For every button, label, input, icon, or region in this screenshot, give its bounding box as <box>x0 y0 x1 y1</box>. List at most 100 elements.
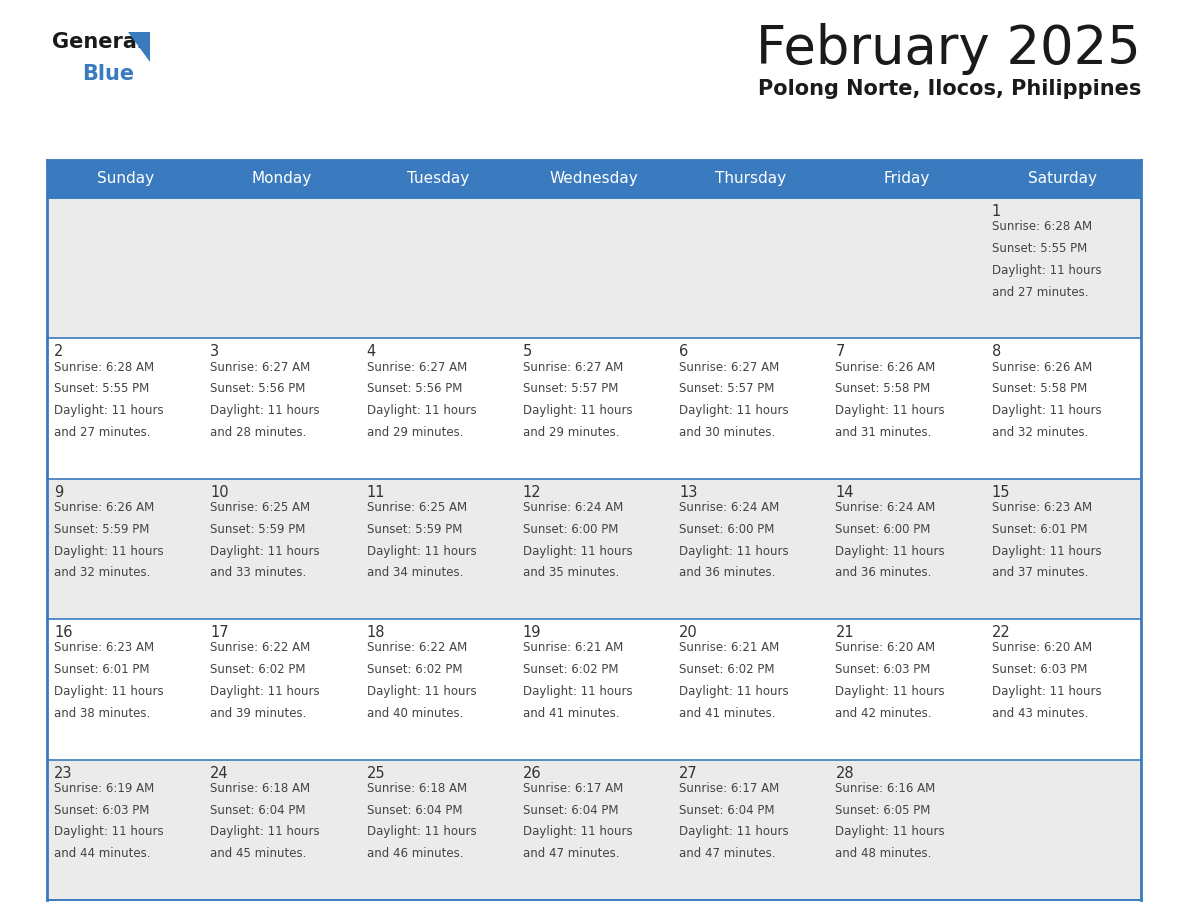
Text: Sunrise: 6:26 AM: Sunrise: 6:26 AM <box>835 361 936 374</box>
Bar <box>360 759 516 900</box>
Bar <box>985 759 1140 900</box>
Text: Sunset: 5:59 PM: Sunset: 5:59 PM <box>210 523 305 536</box>
Text: and 36 minutes.: and 36 minutes. <box>680 566 776 579</box>
Text: Sunrise: 6:26 AM: Sunrise: 6:26 AM <box>53 501 154 514</box>
Bar <box>828 339 985 479</box>
Text: Daylight: 11 hours: Daylight: 11 hours <box>367 544 476 557</box>
Text: and 29 minutes.: and 29 minutes. <box>523 426 619 439</box>
Text: Sunset: 5:56 PM: Sunset: 5:56 PM <box>367 383 462 396</box>
Text: General: General <box>52 32 144 52</box>
Text: 14: 14 <box>835 485 854 499</box>
Text: 5: 5 <box>523 344 532 360</box>
Bar <box>828 620 985 759</box>
Text: and 28 minutes.: and 28 minutes. <box>210 426 307 439</box>
Text: and 35 minutes.: and 35 minutes. <box>523 566 619 579</box>
Text: Sunset: 5:58 PM: Sunset: 5:58 PM <box>992 383 1087 396</box>
Bar <box>828 479 985 620</box>
Text: Sunrise: 6:22 AM: Sunrise: 6:22 AM <box>210 642 310 655</box>
Text: Sunrise: 6:20 AM: Sunrise: 6:20 AM <box>835 642 936 655</box>
Text: and 41 minutes.: and 41 minutes. <box>523 707 619 720</box>
Text: Sunrise: 6:28 AM: Sunrise: 6:28 AM <box>53 361 154 374</box>
Text: 19: 19 <box>523 625 542 640</box>
Text: Daylight: 11 hours: Daylight: 11 hours <box>680 825 789 838</box>
Text: Sunrise: 6:21 AM: Sunrise: 6:21 AM <box>523 642 624 655</box>
Bar <box>360 479 516 620</box>
Text: Daylight: 11 hours: Daylight: 11 hours <box>835 404 944 417</box>
Text: Daylight: 11 hours: Daylight: 11 hours <box>367 825 476 838</box>
Text: Sunrise: 6:28 AM: Sunrise: 6:28 AM <box>992 220 1092 233</box>
Bar <box>203 198 360 339</box>
Text: 2: 2 <box>53 344 63 360</box>
Text: Daylight: 11 hours: Daylight: 11 hours <box>992 544 1101 557</box>
Text: Daylight: 11 hours: Daylight: 11 hours <box>523 544 632 557</box>
Bar <box>672 759 828 900</box>
Text: and 41 minutes.: and 41 minutes. <box>680 707 776 720</box>
Text: Daylight: 11 hours: Daylight: 11 hours <box>835 544 944 557</box>
Text: Sunrise: 6:27 AM: Sunrise: 6:27 AM <box>210 361 310 374</box>
Bar <box>672 479 828 620</box>
Text: and 39 minutes.: and 39 minutes. <box>210 707 307 720</box>
Text: 3: 3 <box>210 344 220 360</box>
Polygon shape <box>128 32 150 62</box>
Text: Sunrise: 6:23 AM: Sunrise: 6:23 AM <box>53 642 154 655</box>
Text: Sunrise: 6:27 AM: Sunrise: 6:27 AM <box>523 361 624 374</box>
Text: Sunset: 6:04 PM: Sunset: 6:04 PM <box>680 803 775 817</box>
Text: 6: 6 <box>680 344 688 360</box>
Bar <box>203 620 360 759</box>
Text: and 32 minutes.: and 32 minutes. <box>53 566 151 579</box>
Text: 26: 26 <box>523 766 542 780</box>
Text: Sunset: 6:05 PM: Sunset: 6:05 PM <box>835 803 931 817</box>
Bar <box>48 339 203 479</box>
Text: 1: 1 <box>992 204 1001 219</box>
Bar <box>48 198 203 339</box>
Text: 15: 15 <box>992 485 1010 499</box>
Text: 8: 8 <box>992 344 1001 360</box>
Bar <box>516 339 672 479</box>
Text: Sunset: 6:03 PM: Sunset: 6:03 PM <box>992 663 1087 677</box>
Text: 21: 21 <box>835 625 854 640</box>
Text: Polong Norte, Ilocos, Philippines: Polong Norte, Ilocos, Philippines <box>758 79 1140 99</box>
Text: 25: 25 <box>367 766 385 780</box>
Text: Sunset: 5:55 PM: Sunset: 5:55 PM <box>992 242 1087 255</box>
Text: Daylight: 11 hours: Daylight: 11 hours <box>523 685 632 698</box>
Text: 23: 23 <box>53 766 72 780</box>
Text: Sunrise: 6:17 AM: Sunrise: 6:17 AM <box>523 782 624 795</box>
Text: February 2025: February 2025 <box>757 23 1140 75</box>
Text: Sunrise: 6:24 AM: Sunrise: 6:24 AM <box>835 501 936 514</box>
Text: Saturday: Saturday <box>1029 172 1098 186</box>
Text: Sunset: 6:02 PM: Sunset: 6:02 PM <box>367 663 462 677</box>
Text: 11: 11 <box>367 485 385 499</box>
Text: and 47 minutes.: and 47 minutes. <box>680 847 776 860</box>
Bar <box>48 759 203 900</box>
Text: 12: 12 <box>523 485 542 499</box>
Text: Sunset: 6:04 PM: Sunset: 6:04 PM <box>367 803 462 817</box>
Text: and 31 minutes.: and 31 minutes. <box>835 426 931 439</box>
Bar <box>516 620 672 759</box>
Text: Daylight: 11 hours: Daylight: 11 hours <box>835 825 944 838</box>
Text: Sunrise: 6:24 AM: Sunrise: 6:24 AM <box>523 501 624 514</box>
Text: Daylight: 11 hours: Daylight: 11 hours <box>210 404 320 417</box>
Text: Daylight: 11 hours: Daylight: 11 hours <box>992 685 1101 698</box>
Bar <box>672 198 828 339</box>
Bar <box>828 198 985 339</box>
Text: and 45 minutes.: and 45 minutes. <box>210 847 307 860</box>
Text: 16: 16 <box>53 625 72 640</box>
Text: Thursday: Thursday <box>715 172 785 186</box>
Text: Daylight: 11 hours: Daylight: 11 hours <box>992 404 1101 417</box>
Text: Sunset: 6:01 PM: Sunset: 6:01 PM <box>53 663 150 677</box>
Text: 18: 18 <box>367 625 385 640</box>
Text: Sunset: 5:57 PM: Sunset: 5:57 PM <box>680 383 775 396</box>
Text: Tuesday: Tuesday <box>406 172 469 186</box>
Text: Daylight: 11 hours: Daylight: 11 hours <box>367 404 476 417</box>
Text: Wednesday: Wednesday <box>550 172 638 186</box>
Bar <box>360 198 516 339</box>
Text: Sunrise: 6:22 AM: Sunrise: 6:22 AM <box>367 642 467 655</box>
Bar <box>48 479 203 620</box>
Text: and 44 minutes.: and 44 minutes. <box>53 847 151 860</box>
Text: Sunrise: 6:25 AM: Sunrise: 6:25 AM <box>367 501 467 514</box>
Text: Sunrise: 6:20 AM: Sunrise: 6:20 AM <box>992 642 1092 655</box>
Bar <box>516 479 672 620</box>
Text: Sunrise: 6:23 AM: Sunrise: 6:23 AM <box>992 501 1092 514</box>
Text: Daylight: 11 hours: Daylight: 11 hours <box>835 685 944 698</box>
Text: Sunrise: 6:18 AM: Sunrise: 6:18 AM <box>367 782 467 795</box>
